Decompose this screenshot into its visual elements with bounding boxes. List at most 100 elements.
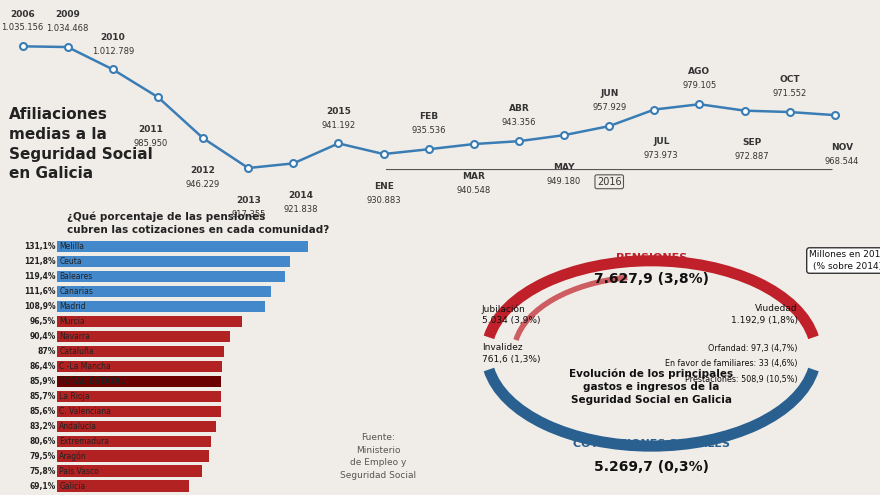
Text: Orfandad: 97,3 (4,7%): Orfandad: 97,3 (4,7%): [708, 344, 797, 353]
Text: 87%: 87%: [37, 347, 55, 356]
Text: OCT: OCT: [780, 75, 800, 84]
Bar: [57, 361, 223, 372]
Text: 83,2%: 83,2%: [29, 422, 55, 431]
Bar: [57, 316, 242, 327]
Bar: [57, 346, 224, 357]
Text: 80,6%: 80,6%: [29, 437, 55, 446]
Text: 75,8%: 75,8%: [29, 467, 55, 476]
Text: Canarias: Canarias: [59, 287, 93, 296]
Text: Baleares: Baleares: [59, 272, 92, 281]
Text: 1.035.156: 1.035.156: [2, 23, 44, 33]
Text: Aragón: Aragón: [59, 451, 87, 461]
Text: 2015: 2015: [326, 106, 351, 116]
Text: 973.973: 973.973: [644, 151, 678, 160]
Text: 917.355: 917.355: [231, 210, 266, 219]
Bar: [57, 436, 211, 446]
Text: 935.536: 935.536: [412, 126, 446, 135]
Text: 108,9%: 108,9%: [24, 302, 55, 311]
Text: Fuente:
Ministerio
de Empleo y
Seguridad Social: Fuente: Ministerio de Empleo y Seguridad…: [341, 433, 416, 480]
Text: Extremadura: Extremadura: [59, 437, 109, 446]
Text: 2014: 2014: [288, 191, 312, 200]
Text: 119,4%: 119,4%: [24, 272, 55, 281]
Point: [61, 43, 75, 51]
Text: 985.950: 985.950: [134, 139, 168, 148]
Text: FEB: FEB: [419, 112, 438, 121]
Text: 2006: 2006: [11, 9, 35, 18]
Point: [377, 150, 391, 158]
Text: 949.180: 949.180: [547, 177, 581, 186]
Bar: [57, 286, 270, 297]
Text: 946.229: 946.229: [186, 180, 220, 189]
Text: Ceuta: Ceuta: [59, 257, 82, 266]
Bar: [57, 391, 221, 402]
Text: Invalidez
761,6 (1,3%): Invalidez 761,6 (1,3%): [482, 343, 540, 364]
Text: MAY: MAY: [554, 163, 575, 172]
Text: TOTAL ESTATAL: TOTAL ESTATAL: [59, 377, 125, 386]
Bar: [57, 405, 221, 417]
Point: [557, 131, 571, 139]
Text: 111,6%: 111,6%: [24, 287, 55, 296]
Text: MAR: MAR: [462, 172, 485, 181]
Text: Viudedad
1.192,9 (1,8%): Viudedad 1.192,9 (1,8%): [730, 304, 797, 325]
Text: 69,1%: 69,1%: [29, 482, 55, 491]
Text: 2009: 2009: [55, 10, 80, 19]
Text: Andalucía: Andalucía: [59, 422, 97, 431]
Point: [466, 140, 480, 148]
Point: [512, 137, 526, 145]
Text: 2013: 2013: [236, 196, 260, 205]
Text: 85,6%: 85,6%: [29, 407, 55, 416]
Text: Cataluña: Cataluña: [59, 347, 94, 356]
Text: 2011: 2011: [138, 125, 164, 134]
Bar: [57, 271, 285, 282]
Text: 943.356: 943.356: [502, 118, 536, 127]
Text: País Vasco: País Vasco: [59, 467, 99, 476]
Text: Galicia: Galicia: [59, 482, 85, 491]
Text: JUN: JUN: [600, 89, 619, 99]
Text: 941.192: 941.192: [321, 120, 356, 130]
Text: 5.269,7 (0,3%): 5.269,7 (0,3%): [594, 460, 708, 474]
Text: NOV: NOV: [831, 143, 853, 152]
Text: 972.887: 972.887: [734, 152, 769, 161]
Point: [241, 164, 255, 172]
Point: [150, 93, 165, 101]
Point: [286, 159, 300, 167]
Text: 90,4%: 90,4%: [29, 332, 55, 341]
Point: [693, 100, 707, 108]
Text: 85,7%: 85,7%: [29, 392, 55, 401]
Point: [422, 145, 436, 153]
Text: AGO: AGO: [688, 67, 710, 76]
Text: 1.034.468: 1.034.468: [47, 24, 89, 33]
Text: Madrid: Madrid: [59, 302, 86, 311]
Text: 131,1%: 131,1%: [24, 242, 55, 251]
Bar: [57, 331, 230, 342]
Point: [648, 105, 662, 113]
Text: Murcia: Murcia: [59, 317, 85, 326]
Text: ¿Qué porcentaje de las pensiones
cubren las cotizaciones en cada comunidad?: ¿Qué porcentaje de las pensiones cubren …: [67, 212, 329, 235]
Bar: [57, 376, 222, 387]
Text: Afiliaciones
medias a la
Seguridad Social
en Galicia: Afiliaciones medias a la Seguridad Socia…: [9, 107, 152, 181]
Text: Prestaciones: 508,9 (10,5%): Prestaciones: 508,9 (10,5%): [685, 375, 797, 384]
Text: 79,5%: 79,5%: [29, 451, 55, 460]
Bar: [57, 481, 189, 492]
Text: 979.105: 979.105: [682, 81, 716, 91]
Text: 2016: 2016: [597, 177, 621, 187]
Text: 968.544: 968.544: [825, 157, 859, 166]
Point: [602, 122, 616, 130]
Text: 940.548: 940.548: [457, 186, 491, 195]
Text: SEP: SEP: [742, 139, 761, 148]
Bar: [57, 450, 209, 462]
Point: [332, 140, 346, 148]
Text: 921.838: 921.838: [283, 205, 318, 214]
Text: ENE: ENE: [374, 182, 393, 191]
Text: PENSIONES: PENSIONES: [616, 253, 686, 263]
Text: 930.883: 930.883: [366, 196, 401, 205]
Point: [16, 43, 30, 50]
Text: En favor de familiares: 33 (4,6%): En favor de familiares: 33 (4,6%): [665, 359, 797, 368]
Text: 971.552: 971.552: [773, 89, 807, 98]
Text: 1.012.789: 1.012.789: [92, 47, 134, 55]
Text: 86,4%: 86,4%: [29, 362, 55, 371]
Text: ABR: ABR: [509, 104, 530, 113]
Text: La Rioja: La Rioja: [59, 392, 90, 401]
Point: [106, 65, 120, 73]
Text: Jubilación
5.034 (3,9%): Jubilación 5.034 (3,9%): [482, 304, 540, 326]
